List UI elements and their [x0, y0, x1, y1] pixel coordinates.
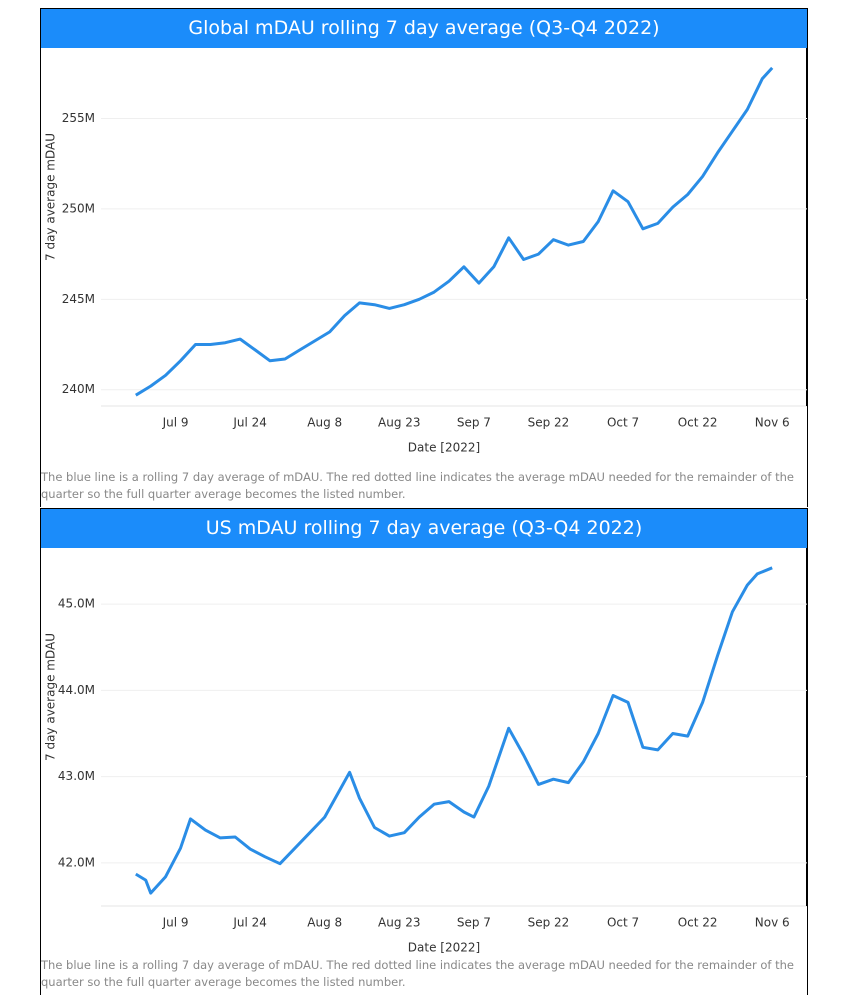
y-tick-label: 250M	[62, 201, 95, 215]
x-tick-label: Nov 6	[755, 916, 790, 930]
y-tick-label: 255M	[62, 111, 95, 125]
x-tick-label: Aug 8	[307, 416, 342, 430]
chart: 42.0M 43.0M 44.0M 45.0M Jul 9 Jul 24 Aug 8 Aug …	[44, 548, 807, 955]
y-tick-label: 43.0M	[58, 769, 95, 783]
y-tick-label: 245M	[62, 292, 95, 306]
x-tick-label: Nov 6	[755, 416, 790, 430]
chart-panel: US mDAU rolling 7 day average (Q3-Q4 202…	[40, 508, 808, 995]
y-axis-label: 7 day average mDAU	[44, 133, 58, 261]
chart: 240M 245M 250M 255M Jul 9 Jul 24 Aug 8 Aug 23 Se…	[44, 48, 807, 455]
footnote: The blue line is a rolling 7 day average…	[41, 470, 794, 501]
y-tick-label: 42.0M	[58, 855, 95, 869]
x-tick-label: Sep 22	[528, 916, 570, 930]
x-tick-label: Jul 9	[162, 916, 189, 930]
data-line	[135, 66, 774, 397]
x-tick-label: Aug 23	[378, 916, 421, 930]
data-line	[135, 566, 773, 895]
x-tick-label: Oct 7	[607, 916, 639, 930]
x-tick-label: Aug 23	[378, 416, 421, 430]
y-tick-label: 44.0M	[58, 683, 95, 697]
x-tick-label: Jul 9	[162, 416, 189, 430]
x-tick-label: Sep 22	[528, 416, 570, 430]
x-tick-label: Oct 22	[678, 416, 718, 430]
y-tick-label: 240M	[62, 382, 95, 396]
x-axis-label: Date [2022]	[408, 941, 480, 955]
x-tick-label: Jul 24	[232, 416, 267, 430]
x-tick-label: Oct 7	[607, 416, 639, 430]
x-tick-label: Sep 7	[457, 916, 491, 930]
y-axis-label: 7 day average mDAU	[44, 633, 58, 761]
x-axis-label: Date [2022]	[408, 441, 480, 455]
x-tick-label: Oct 22	[678, 916, 718, 930]
x-tick-label: Jul 24	[232, 916, 267, 930]
footnote: The blue line is a rolling 7 day average…	[41, 958, 794, 989]
chart-title: US mDAU rolling 7 day average (Q3-Q4 202…	[41, 508, 807, 548]
chart-panel: Global mDAU rolling 7 day average (Q3-Q4…	[40, 8, 808, 507]
x-tick-label: Sep 7	[457, 416, 491, 430]
y-tick-label: 45.0M	[58, 597, 95, 611]
chart-title: Global mDAU rolling 7 day average (Q3-Q4…	[41, 8, 807, 48]
x-tick-label: Aug 8	[307, 916, 342, 930]
